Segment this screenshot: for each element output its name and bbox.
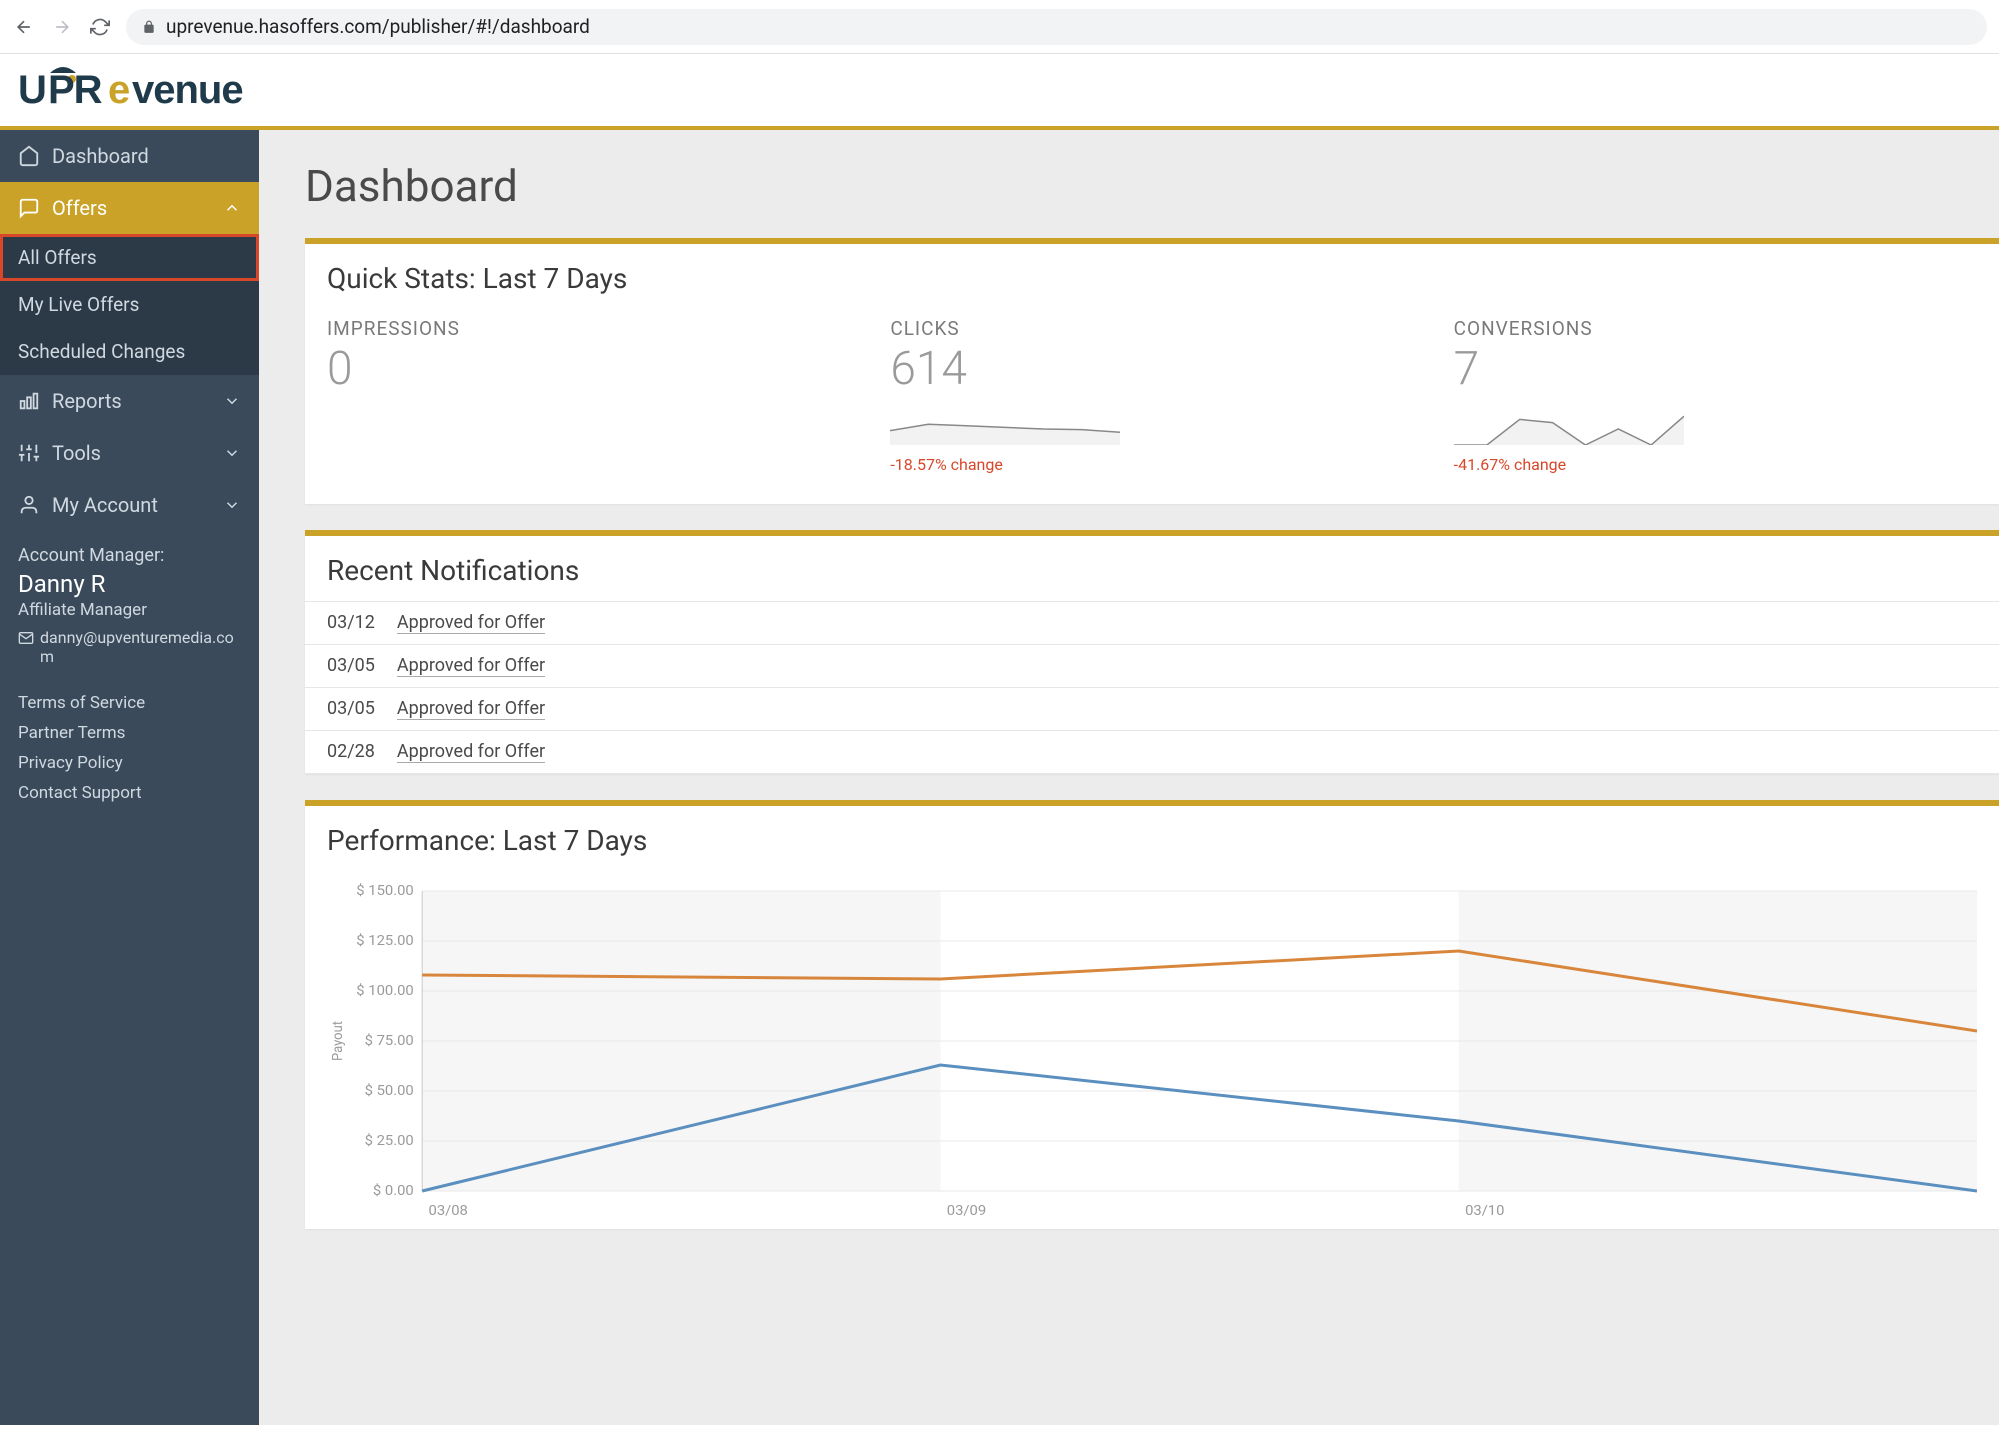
page-title: Dashboard <box>305 160 1999 212</box>
lock-icon <box>142 20 156 34</box>
stat-conversions: CONVERSIONS 7 -41.67% change <box>1454 317 1977 474</box>
sidebar-label: Offers <box>52 196 107 220</box>
link-contact-support[interactable]: Contact Support <box>18 778 241 808</box>
notifications-card: Recent Notifications 03/12 Approved for O… <box>305 530 1999 774</box>
notification-row: 03/05 Approved for Offer <box>305 645 1999 688</box>
stat-impressions: IMPRESSIONS 0 <box>327 317 850 474</box>
sidebar-label: Tools <box>52 441 101 465</box>
sidebar-label: Dashboard <box>52 144 149 168</box>
notification-link[interactable]: Approved for Offer <box>397 612 545 634</box>
account-mgr-email[interactable]: danny@upventuremedia.com <box>18 628 241 666</box>
chevron-down-icon <box>223 444 241 462</box>
svg-text:$ 50.00: $ 50.00 <box>365 1082 414 1099</box>
user-icon <box>18 494 40 516</box>
quick-stats-card: Quick Stats: Last 7 Days IMPRESSIONS 0 C… <box>305 238 1999 504</box>
sidebar-item-dashboard[interactable]: Dashboard <box>0 130 259 182</box>
performance-title: Performance: Last 7 Days <box>305 806 1999 871</box>
svg-text:$ 150.00: $ 150.00 <box>356 882 413 899</box>
svg-text:03/09: 03/09 <box>947 1202 986 1219</box>
notification-link[interactable]: Approved for Offer <box>397 698 545 720</box>
logo-bar: U PR e venue <box>0 54 1999 130</box>
svg-text:$ 125.00: $ 125.00 <box>356 932 413 949</box>
quick-stats-title: Quick Stats: Last 7 Days <box>305 244 1999 309</box>
stat-clicks: CLICKS 614 -18.57% change <box>890 317 1413 474</box>
account-mgr-heading: Account Manager: <box>18 545 241 566</box>
home-icon <box>18 145 40 167</box>
sidebar-submenu-offers: All Offers My Live Offers Scheduled Chan… <box>0 234 259 375</box>
sidebar: Dashboard Offers All Offers My Live Offe… <box>0 130 259 1425</box>
chart-icon <box>18 390 40 412</box>
notification-row: 02/28 Approved for Offer <box>305 731 1999 774</box>
svg-text:$ 100.00: $ 100.00 <box>356 982 413 999</box>
back-button[interactable] <box>12 15 36 39</box>
chevron-down-icon <box>223 392 241 410</box>
sliders-icon <box>18 442 40 464</box>
sidebar-sub-all-offers[interactable]: All Offers <box>0 234 259 281</box>
svg-text:PR: PR <box>48 68 103 112</box>
reload-button[interactable] <box>88 15 112 39</box>
stat-value: 7 <box>1454 344 1977 395</box>
logo[interactable]: U PR e venue <box>18 65 278 115</box>
notification-date: 02/28 <box>327 741 375 763</box>
browser-chrome: uprevenue.hasoffers.com/publisher/#!/das… <box>0 0 1999 54</box>
stat-value: 614 <box>890 344 1413 395</box>
sidebar-footer-links: Terms of Service Partner Terms Privacy P… <box>0 680 259 826</box>
sidebar-sub-scheduled-changes[interactable]: Scheduled Changes <box>0 328 259 375</box>
notifications-list: 03/12 Approved for Offer 03/05 Approved for… <box>305 601 1999 774</box>
main-content: Dashboard Quick Stats: Last 7 Days IMPRE… <box>259 130 1999 1425</box>
svg-text:U: U <box>18 68 46 112</box>
sidebar-item-tools[interactable]: Tools <box>0 427 259 479</box>
chat-icon <box>18 197 40 219</box>
notification-link[interactable]: Approved for Offer <box>397 655 545 677</box>
stat-change: -41.67% change <box>1454 455 1977 474</box>
svg-text:Payout: Payout <box>331 1021 346 1061</box>
notification-link[interactable]: Approved for Offer <box>397 741 545 763</box>
forward-button[interactable] <box>50 15 74 39</box>
sidebar-label: Reports <box>52 389 122 413</box>
link-terms-of-service[interactable]: Terms of Service <box>18 688 241 718</box>
chevron-up-icon <box>223 199 241 217</box>
url-text: uprevenue.hasoffers.com/publisher/#!/das… <box>166 15 590 38</box>
notification-date: 03/05 <box>327 655 375 677</box>
address-bar[interactable]: uprevenue.hasoffers.com/publisher/#!/das… <box>126 9 1987 45</box>
sidebar-sub-my-live-offers[interactable]: My Live Offers <box>0 281 259 328</box>
svg-text:e: e <box>108 68 129 112</box>
link-privacy-policy[interactable]: Privacy Policy <box>18 748 241 778</box>
account-manager-block: Account Manager: Danny R Affiliate Manag… <box>0 531 259 680</box>
stat-label: CLICKS <box>890 317 1413 340</box>
stat-value: 0 <box>327 344 850 395</box>
svg-text:03/08: 03/08 <box>429 1202 468 1219</box>
sparkline-conversions <box>1454 413 1684 445</box>
notification-date: 03/05 <box>327 698 375 720</box>
mail-icon <box>18 630 34 646</box>
performance-card: Performance: Last 7 Days $ 0.00$ 25.00$ … <box>305 800 1999 1229</box>
notifications-title: Recent Notifications <box>305 536 1999 601</box>
account-mgr-name: Danny R <box>18 570 241 598</box>
svg-text:03/10: 03/10 <box>1465 1202 1504 1219</box>
svg-text:$ 0.00: $ 0.00 <box>373 1182 414 1199</box>
sidebar-item-offers[interactable]: Offers <box>0 182 259 234</box>
notification-date: 03/12 <box>327 612 375 634</box>
svg-text:$ 75.00: $ 75.00 <box>365 1032 414 1049</box>
link-partner-terms[interactable]: Partner Terms <box>18 718 241 748</box>
notification-row: 03/12 Approved for Offer <box>305 601 1999 645</box>
svg-text:$ 25.00: $ 25.00 <box>365 1132 414 1149</box>
stat-change: -18.57% change <box>890 455 1413 474</box>
sidebar-item-my-account[interactable]: My Account <box>0 479 259 531</box>
sidebar-label: My Account <box>52 493 158 517</box>
notification-row: 03/05 Approved for Offer <box>305 688 1999 731</box>
stat-label: IMPRESSIONS <box>327 317 850 340</box>
sidebar-item-reports[interactable]: Reports <box>0 375 259 427</box>
chevron-down-icon <box>223 496 241 514</box>
svg-text:venue: venue <box>132 68 243 112</box>
account-mgr-role: Affiliate Manager <box>18 600 241 620</box>
performance-chart: $ 0.00 $ 25.00 $ 50.00 $ 75.00 $ 100.00 $ 125… <box>305 871 1999 1229</box>
stat-label: CONVERSIONS <box>1454 317 1977 340</box>
sparkline-clicks <box>890 413 1120 445</box>
stats-row: IMPRESSIONS 0 CLICKS 614 -18.57% change … <box>305 309 1999 504</box>
